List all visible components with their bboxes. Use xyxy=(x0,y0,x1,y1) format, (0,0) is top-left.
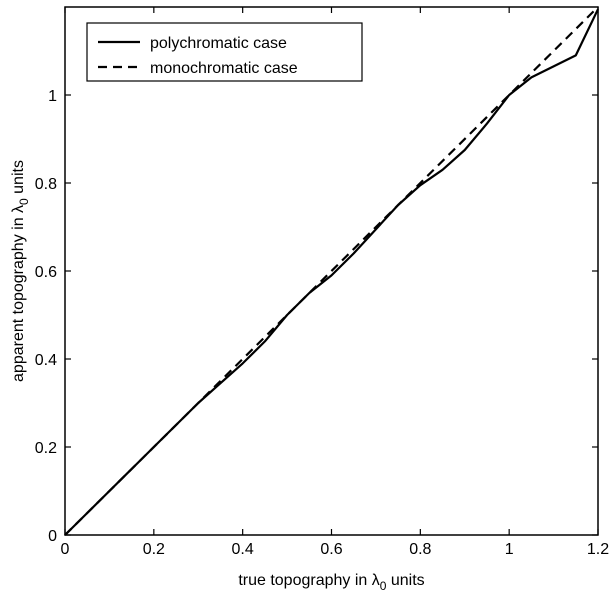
x-tick-label: 0.4 xyxy=(232,541,254,558)
x-axis-label: true topography in λ0 units xyxy=(238,572,424,593)
legend: polychromatic case monochromatic case xyxy=(86,22,363,82)
x-tick-label: 1.2 xyxy=(587,541,609,558)
x-tick-label: 0.2 xyxy=(143,541,165,558)
y-tick-label: 0.4 xyxy=(35,352,57,369)
y-tick-label: 0.8 xyxy=(35,176,57,193)
x-tick-label: 0 xyxy=(61,541,70,558)
x-tick-label: 0.6 xyxy=(320,541,342,558)
y-tick-label: 0.6 xyxy=(35,264,57,281)
y-tick-label: 1 xyxy=(48,88,57,105)
y-tick-label: 0.2 xyxy=(35,440,57,457)
legend-box xyxy=(86,22,363,82)
axis-labels: true topography in λ0 units apparent topo… xyxy=(10,160,425,593)
y-axis-label: apparent topography in λ0 units xyxy=(10,160,31,382)
axes: 0 0.2 0.4 0.6 0.8 1 1.2 0 0.2 0.4 0.6 0.8 1 xyxy=(35,6,609,558)
x-tick-label: 0.8 xyxy=(409,541,431,558)
legend-label-1: polychromatic case xyxy=(150,35,287,52)
series-lines xyxy=(64,6,599,536)
x-tick-label: 1 xyxy=(505,541,514,558)
series-line-monochromatic xyxy=(64,6,599,536)
legend-label-2: monochromatic case xyxy=(150,60,298,77)
y-tick-label: 0 xyxy=(48,528,57,545)
